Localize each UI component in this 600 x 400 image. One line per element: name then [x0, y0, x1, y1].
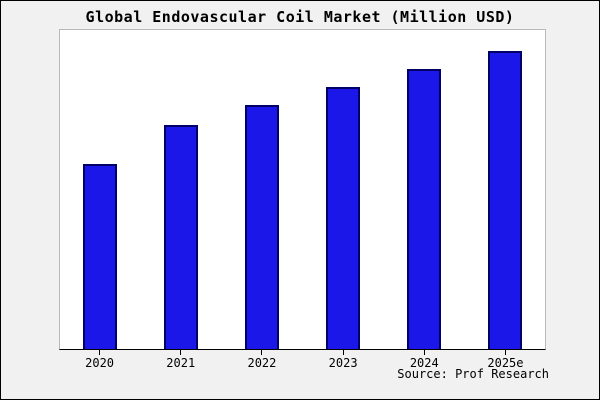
bar-slot [302, 30, 383, 349]
tick-slot [384, 350, 465, 355]
x-axis-ticks [59, 350, 546, 355]
bar [83, 164, 118, 349]
bar [487, 51, 522, 349]
bar [406, 69, 441, 349]
bar [325, 87, 360, 349]
bar [164, 125, 199, 349]
bar-slot [464, 30, 545, 349]
bar-slot [383, 30, 464, 349]
bar [245, 105, 280, 349]
axis-tick [342, 350, 344, 355]
x-axis-label: 2021 [166, 356, 196, 370]
tick-slot [59, 350, 140, 355]
x-axis-label: 2020 [85, 356, 115, 370]
bar-slot [60, 30, 141, 349]
axis-tick [423, 350, 425, 355]
axis-tick [504, 350, 506, 355]
tick-slot [303, 350, 384, 355]
x-axis-label: 2024 [409, 356, 439, 370]
plot-area [59, 29, 546, 350]
x-axis-label: 2022 [247, 356, 277, 370]
axis-tick [180, 350, 182, 355]
bar-slot [222, 30, 303, 349]
x-axis-label: 2025e [487, 356, 524, 370]
tick-slot [221, 350, 302, 355]
source-text: Source: Prof Research [397, 367, 549, 381]
x-axis-labels: 2020 2021 2022 2023 2024 2025e [59, 356, 546, 370]
axis-tick [261, 350, 263, 355]
tick-slot [465, 350, 546, 355]
bar-slot [141, 30, 222, 349]
x-axis-label: 2023 [328, 356, 358, 370]
axis-tick [99, 350, 101, 355]
chart-title: Global Endovascular Coil Market (Million… [85, 8, 515, 26]
bar-group [60, 30, 545, 349]
tick-slot [140, 350, 221, 355]
